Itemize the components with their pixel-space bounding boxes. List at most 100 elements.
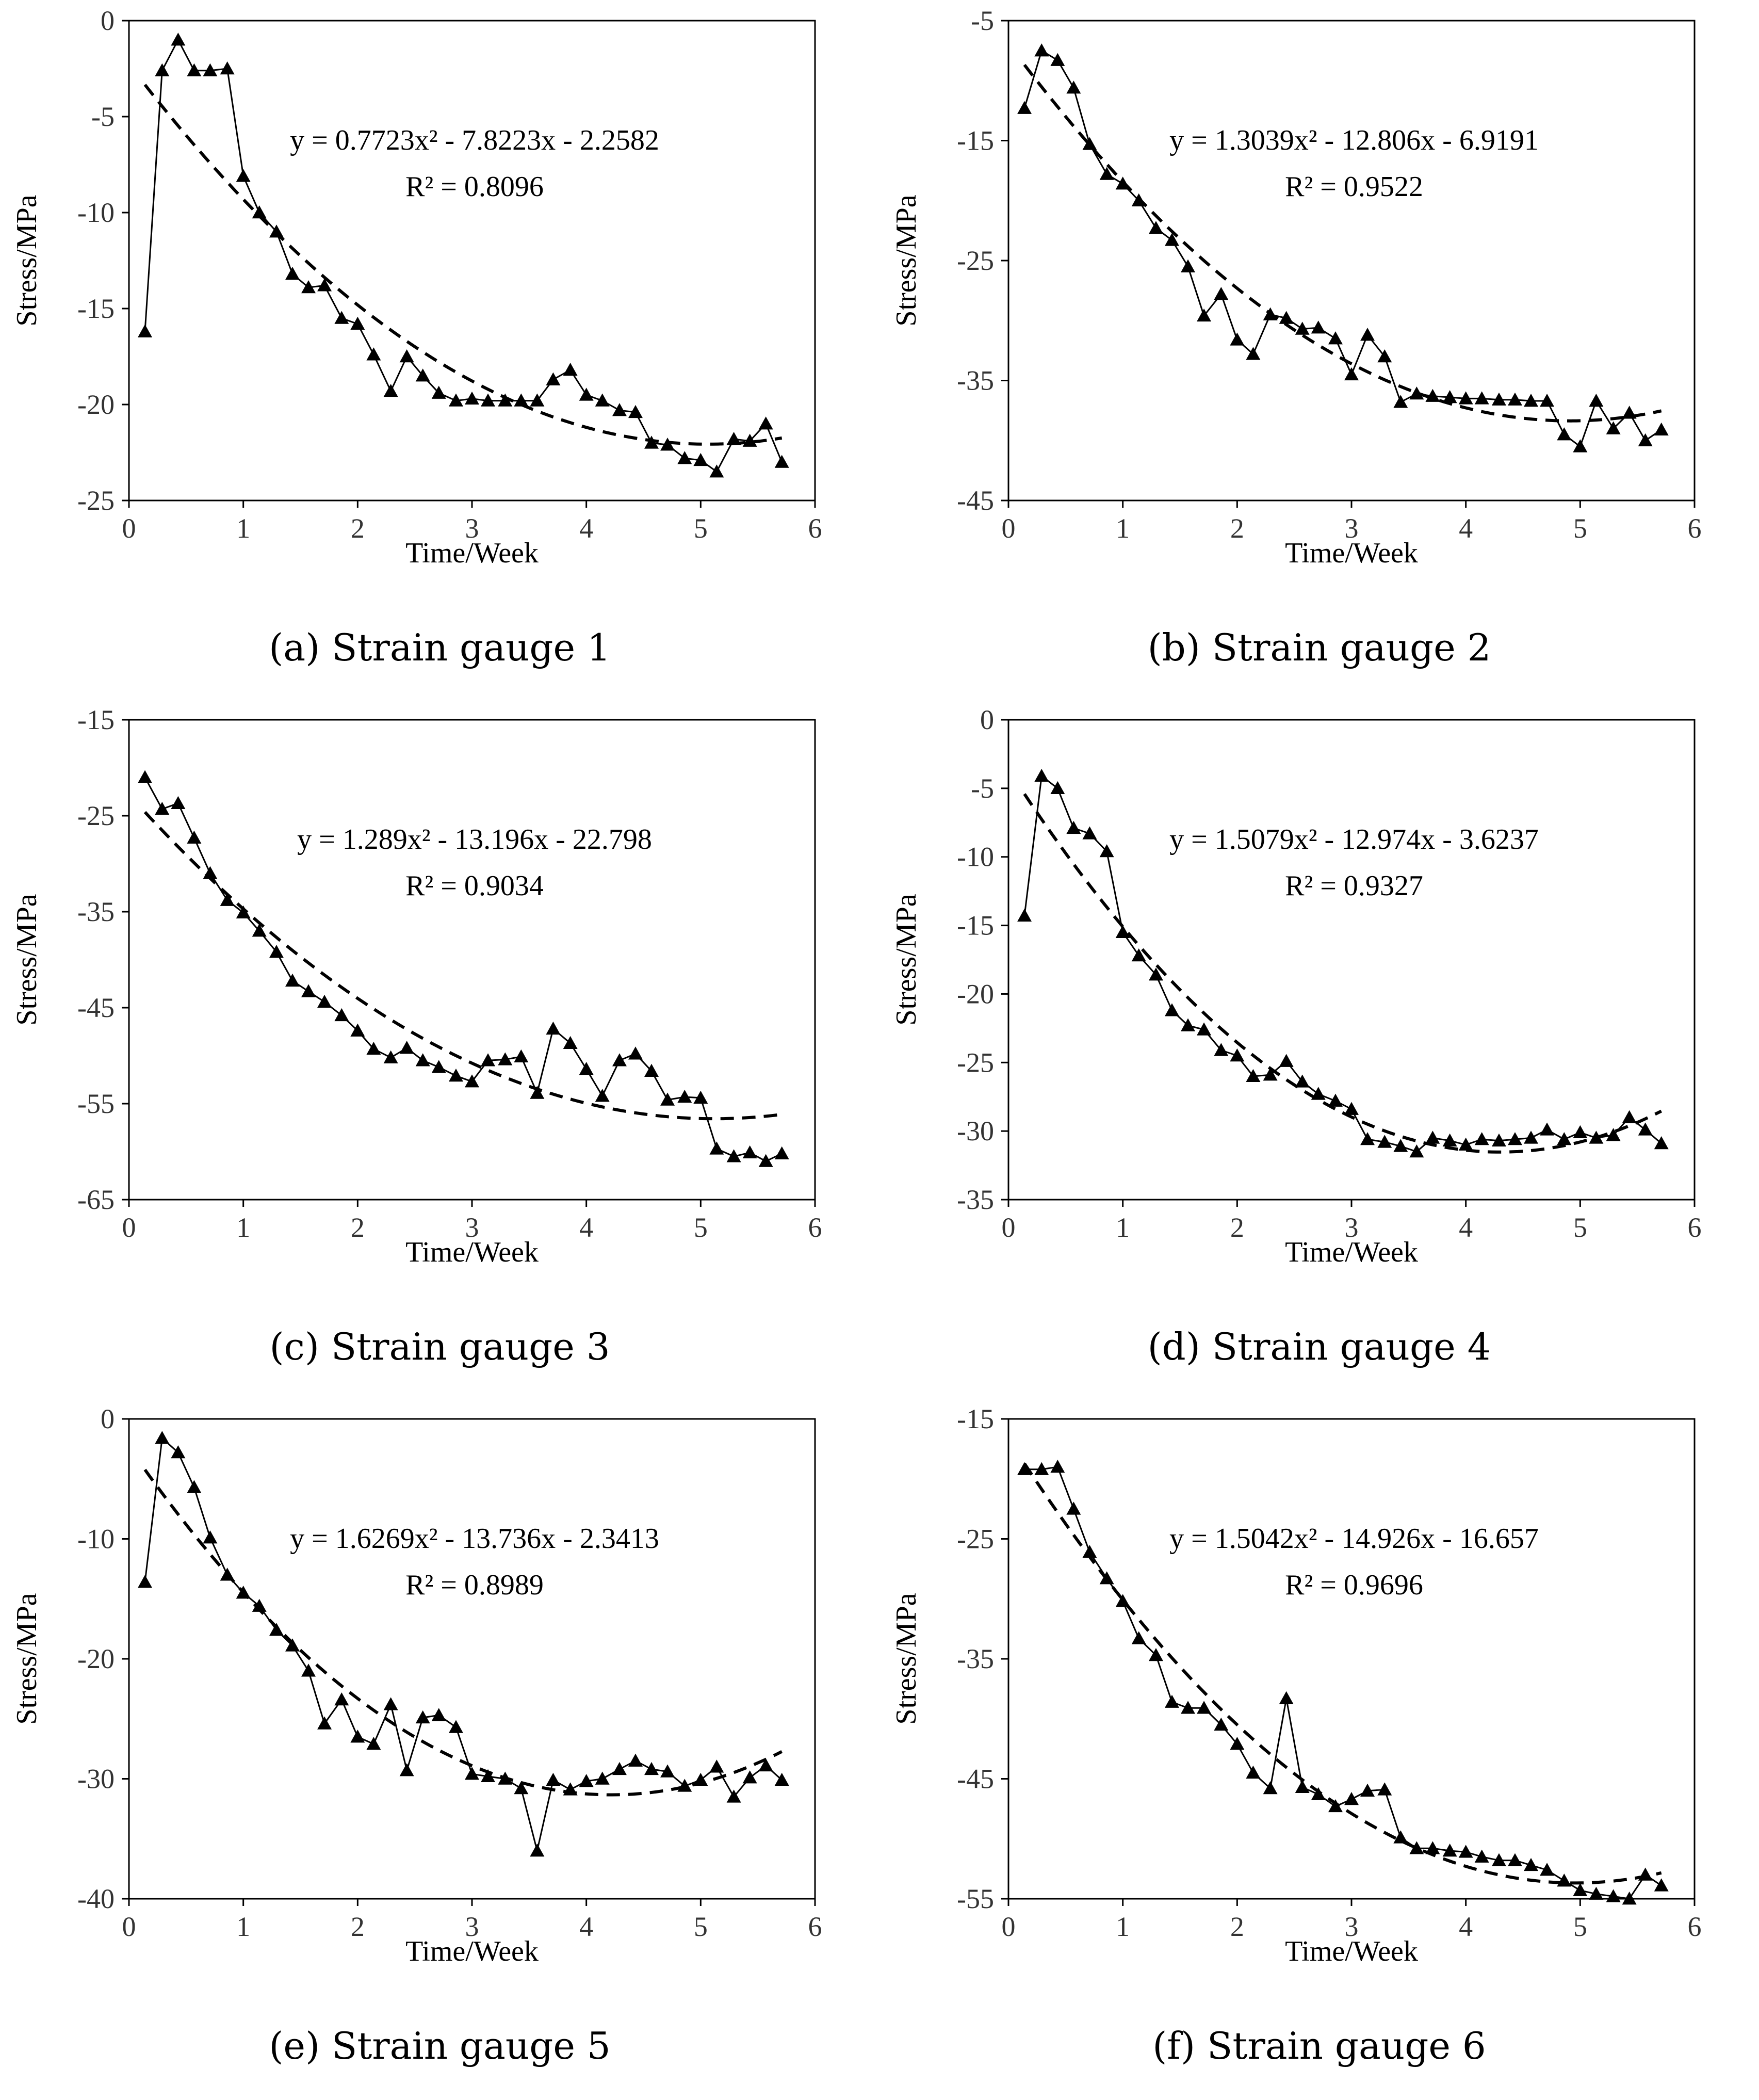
series-line — [1023, 774, 1662, 1153]
data-point — [1295, 1780, 1310, 1793]
data-point — [1638, 1122, 1653, 1136]
data-point — [660, 438, 675, 451]
data-point — [1017, 1462, 1032, 1475]
y-tick-label: 0 — [980, 704, 994, 735]
data-point — [1050, 781, 1065, 795]
data-point — [1622, 1110, 1637, 1123]
trendline — [1023, 793, 1663, 1154]
data-point — [1017, 101, 1032, 114]
x-tick-label: 0 — [122, 1212, 136, 1243]
data-point — [530, 1086, 545, 1099]
data-point — [1377, 349, 1392, 363]
data-point — [546, 372, 561, 385]
data-point — [1181, 259, 1196, 272]
trendline — [143, 1468, 783, 1797]
series-line — [1023, 49, 1662, 448]
chart-svg: 0 1 2 3 4 5 6 0 -10 -20 -30 -40 Time/Week Stress/MPa y… — [11, 1403, 822, 2067]
data-point — [1295, 1074, 1310, 1088]
plot-frame — [1007, 1418, 1696, 1900]
r-squared: R² = 0.9696 — [1285, 1569, 1423, 1601]
y-tick-label: 0 — [101, 5, 115, 36]
data-point — [498, 1771, 513, 1785]
x-tick-label: 6 — [1688, 1911, 1702, 1942]
data-point — [498, 1052, 513, 1065]
y-tick-label: -25 — [77, 800, 115, 831]
data-point — [595, 1771, 610, 1785]
data-point — [644, 1762, 659, 1775]
data-point — [1131, 948, 1146, 962]
data-point — [1328, 1093, 1343, 1107]
x-axis-label: Time/Week — [405, 537, 539, 569]
x-tick-label: 5 — [1573, 1911, 1587, 1942]
data-point — [1279, 1054, 1294, 1067]
data-point — [1181, 1018, 1196, 1031]
data-point — [431, 1060, 446, 1073]
data-point — [1050, 1460, 1065, 1473]
data-point — [1474, 1849, 1489, 1863]
panel-e: 0 1 2 3 4 5 6 0 -10 -20 -30 -40 Time/Week Stress/MPa y… — [0, 1398, 880, 2097]
data-point — [1279, 1691, 1294, 1704]
data-point — [1034, 768, 1049, 782]
trend-equation: y = 0.7723x² - 7.8223x - 2.2582 — [290, 124, 659, 156]
data-point — [203, 866, 218, 879]
y-tick-label: -15 — [77, 293, 115, 324]
data-point — [481, 393, 496, 407]
data-point — [203, 1530, 218, 1544]
data-point — [758, 416, 773, 430]
data-point — [628, 1046, 643, 1060]
data-point — [1622, 406, 1637, 419]
data-point — [366, 1737, 381, 1750]
data-point — [1360, 328, 1375, 341]
data-point — [138, 1575, 153, 1588]
data-point — [1606, 421, 1621, 434]
data-point — [498, 393, 513, 407]
data-point — [563, 363, 578, 376]
data-point — [612, 403, 627, 416]
data-point — [1181, 1701, 1196, 1714]
data-point — [1279, 311, 1294, 324]
data-point — [1197, 1022, 1212, 1036]
data-point — [726, 1789, 741, 1803]
data-point — [742, 433, 757, 447]
y-tick-label: -5 — [971, 5, 994, 36]
data-point — [285, 267, 300, 280]
panel-a: 0 1 2 3 4 5 6 0 -5 -10 -15 -20 -25 Time/Week Stress/MP… — [0, 0, 880, 699]
data-point — [644, 435, 659, 449]
data-point — [1230, 1048, 1245, 1062]
r-squared: R² = 0.8096 — [405, 171, 544, 203]
data-point — [1164, 233, 1179, 246]
y-tick-label: -30 — [77, 1764, 115, 1795]
data-point — [1311, 320, 1326, 334]
y-axis-label: Stress/MPa — [11, 195, 43, 326]
data-point — [628, 405, 643, 418]
x-tick-label: 4 — [1459, 1911, 1473, 1942]
data-point — [1311, 1087, 1326, 1100]
series-line — [1024, 1466, 1662, 1900]
panel-caption: (e) Strain gauge 5 — [269, 2024, 610, 2067]
data-point — [399, 349, 414, 363]
data-point — [1474, 1132, 1489, 1145]
x-tick-label: 3 — [1345, 1212, 1359, 1243]
data-point — [1246, 1765, 1261, 1779]
data-point — [1328, 1799, 1343, 1813]
data-point — [1295, 321, 1310, 335]
data-point — [693, 453, 708, 466]
data-point — [1050, 53, 1065, 66]
x-tick-label: 3 — [465, 1911, 479, 1942]
data-point — [612, 1762, 627, 1775]
trend-equation: y = 1.5042x² - 14.926x - 16.657 — [1169, 1523, 1539, 1555]
y-tick-label: -20 — [77, 1643, 115, 1674]
x-tick-label: 1 — [236, 1911, 250, 1942]
data-point — [1589, 1130, 1604, 1144]
x-tick-label: 6 — [808, 1212, 822, 1243]
y-tick-label: -10 — [77, 1524, 115, 1555]
data-point — [187, 1480, 202, 1493]
data-point — [579, 1062, 594, 1075]
y-tick-label: -30 — [957, 1116, 994, 1146]
data-point — [431, 385, 446, 399]
data-point — [628, 1753, 643, 1767]
data-point — [677, 451, 692, 464]
data-point — [285, 1638, 300, 1652]
x-tick-label: 1 — [1116, 1212, 1130, 1243]
